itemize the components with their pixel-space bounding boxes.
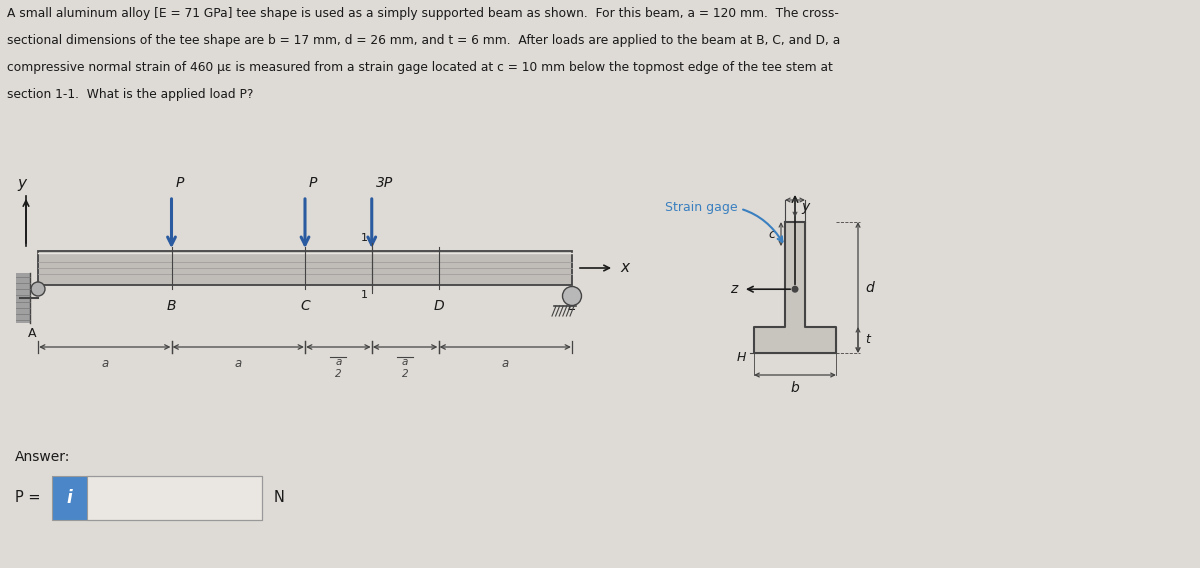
Text: d: d (865, 281, 874, 294)
Text: y: y (18, 176, 26, 191)
Text: H: H (737, 351, 746, 364)
Text: z: z (730, 282, 737, 296)
Text: P: P (310, 176, 317, 190)
Text: 1: 1 (361, 233, 368, 243)
Bar (88, 476, 262, 520)
Polygon shape (754, 222, 836, 353)
Text: N: N (274, 491, 284, 506)
Text: sectional dimensions of the tee shape are b = 17 mm, d = 26 mm, and t = 6 mm.  A: sectional dimensions of the tee shape ar… (7, 34, 840, 47)
Text: 1: 1 (361, 290, 368, 300)
Text: Answer:: Answer: (14, 450, 71, 464)
Circle shape (792, 286, 798, 292)
Text: E: E (568, 299, 576, 313)
Text: B: B (167, 299, 176, 313)
Text: D: D (433, 299, 444, 313)
Text: A small aluminum alloy [E = 71 GPa] tee shape is used as a simply supported beam: A small aluminum alloy [E = 71 GPa] tee … (7, 7, 839, 20)
Text: a: a (235, 357, 242, 370)
Bar (52, 476, 262, 520)
Text: a: a (502, 357, 509, 370)
Text: t: t (865, 333, 870, 346)
Bar (52, 476, 88, 520)
Text: i: i (67, 489, 72, 507)
Text: P: P (175, 176, 184, 190)
Text: P =: P = (14, 491, 41, 506)
Text: C: C (300, 299, 310, 313)
Text: Strain gage: Strain gage (665, 201, 782, 242)
Circle shape (563, 286, 582, 306)
Text: a: a (101, 357, 108, 370)
Text: b: b (791, 381, 799, 395)
Bar (38, 251, 572, 285)
Text: A: A (28, 327, 36, 340)
Circle shape (31, 282, 46, 296)
Text: a
2: a 2 (402, 357, 408, 379)
Text: a
2: a 2 (335, 357, 342, 379)
Text: compressive normal strain of 460 με is measured from a strain gage located at c : compressive normal strain of 460 με is m… (7, 61, 833, 74)
Text: x: x (620, 261, 629, 275)
Text: y: y (802, 200, 809, 214)
Text: 3P: 3P (376, 176, 394, 190)
Bar (16, 273, 30, 323)
Text: section 1-1.  What is the applied load P?: section 1-1. What is the applied load P? (7, 88, 253, 101)
Text: c: c (768, 228, 775, 241)
